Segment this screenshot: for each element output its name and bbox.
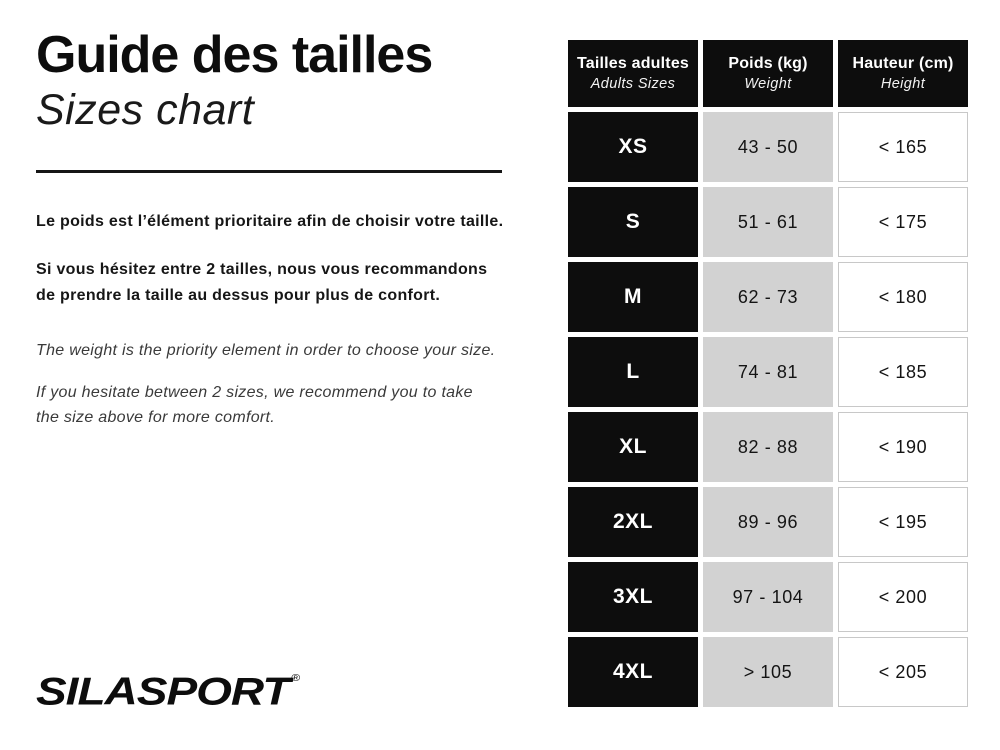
header-weight: Poids (kg) Weight (703, 40, 833, 107)
weight-cell-l: 74 - 81 (703, 337, 833, 407)
size-cell-xs: XS (568, 112, 698, 182)
header-sizes-fr: Tailles adultes (576, 55, 690, 72)
weight-cell-xl: 82 - 88 (703, 412, 833, 482)
page-title: Guide des tailles (36, 26, 433, 84)
paragraph-en-2: If you hesitate between 2 sizes, we reco… (36, 384, 473, 427)
header-sizes: Tailles adultes Adults Sizes (568, 40, 698, 107)
weight-cell-xs: 43 - 50 (703, 112, 833, 182)
weight-cell-4xl: > 105 (703, 637, 833, 707)
intro-pane: Guide des tailles Sizes chart Le poids e… (36, 28, 548, 431)
size-cell-3xl: 3XL (568, 562, 698, 632)
height-cell-4xl: < 205 (838, 637, 968, 707)
weight-cell-s: 51 - 61 (703, 187, 833, 257)
size-cell-s: S (568, 187, 698, 257)
size-cell-l: L (568, 337, 698, 407)
size-cell-xl: XL (568, 412, 698, 482)
size-cell-m: M (568, 262, 698, 332)
size-cell-4xl: 4XL (568, 637, 698, 707)
header-height: Hauteur (cm) Height (838, 40, 968, 107)
title-divider (36, 169, 502, 173)
size-table: Tailles adultes Adults Sizes Poids (kg) … (568, 40, 968, 707)
height-cell-2xl: < 195 (838, 487, 968, 557)
paragraph-fr-2: Si vous hésitez entre 2 tailles, nous vo… (36, 260, 488, 304)
logo-wordmark: SILASPORT (36, 669, 290, 713)
paragraph-fr-1: Le poids est l’élément prioritaire afin … (36, 212, 504, 230)
height-cell-3xl: < 200 (838, 562, 968, 632)
paragraph-en-1: The weight is the priority element in or… (36, 341, 496, 359)
header-sizes-en: Adults Sizes (590, 76, 676, 92)
weight-cell-2xl: 89 - 96 (703, 487, 833, 557)
registered-trademark-icon: ® (291, 671, 301, 684)
header-weight-fr: Poids (kg) (728, 55, 808, 72)
silasport-logo: SILASPORT ® (36, 668, 300, 713)
weight-cell-3xl: 97 - 104 (703, 562, 833, 632)
height-cell-m: < 180 (838, 262, 968, 332)
size-cell-2xl: 2XL (568, 487, 698, 557)
header-height-fr: Hauteur (cm) (852, 55, 954, 72)
height-cell-xs: < 165 (838, 112, 968, 182)
weight-cell-m: 62 - 73 (703, 262, 833, 332)
header-weight-en: Weight (744, 76, 792, 92)
height-cell-xl: < 190 (838, 412, 968, 482)
height-cell-s: < 175 (838, 187, 968, 257)
height-cell-l: < 185 (838, 337, 968, 407)
page-subtitle: Sizes chart (36, 85, 255, 134)
header-height-en: Height (880, 76, 926, 92)
